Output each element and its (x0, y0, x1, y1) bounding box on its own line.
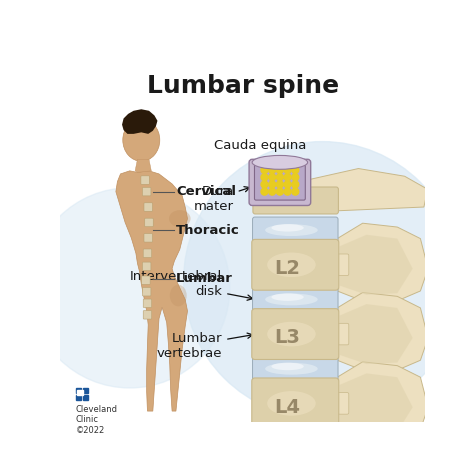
FancyBboxPatch shape (144, 234, 153, 242)
Circle shape (276, 181, 283, 188)
Polygon shape (255, 169, 428, 211)
Text: Lumbar
vertebrae: Lumbar vertebrae (156, 332, 253, 360)
FancyBboxPatch shape (330, 323, 349, 345)
FancyBboxPatch shape (330, 254, 349, 275)
Text: Cervical: Cervical (176, 185, 236, 198)
FancyBboxPatch shape (143, 187, 151, 196)
FancyBboxPatch shape (253, 217, 338, 243)
FancyBboxPatch shape (143, 288, 151, 296)
Circle shape (292, 166, 299, 173)
FancyBboxPatch shape (143, 299, 152, 308)
Circle shape (269, 174, 276, 181)
Circle shape (261, 181, 268, 188)
FancyBboxPatch shape (253, 286, 338, 312)
Circle shape (292, 181, 299, 188)
Text: Dura
mater: Dura mater (194, 185, 250, 213)
Circle shape (261, 166, 268, 173)
FancyBboxPatch shape (144, 203, 153, 211)
Polygon shape (122, 109, 157, 134)
FancyBboxPatch shape (143, 249, 152, 257)
FancyBboxPatch shape (253, 356, 338, 382)
Ellipse shape (272, 363, 304, 370)
Polygon shape (337, 362, 428, 441)
Polygon shape (116, 171, 188, 411)
Ellipse shape (267, 253, 316, 277)
Polygon shape (339, 304, 413, 364)
FancyBboxPatch shape (143, 262, 151, 271)
Bar (83, 395, 88, 401)
FancyBboxPatch shape (249, 159, 310, 206)
Ellipse shape (265, 363, 318, 374)
Ellipse shape (265, 224, 318, 236)
Polygon shape (339, 235, 413, 295)
Polygon shape (337, 223, 428, 302)
Circle shape (284, 166, 291, 173)
FancyBboxPatch shape (142, 276, 150, 284)
Ellipse shape (169, 210, 191, 227)
Circle shape (183, 142, 461, 419)
Ellipse shape (123, 119, 160, 161)
Text: Cauda equina: Cauda equina (214, 139, 307, 172)
Circle shape (276, 174, 283, 181)
Polygon shape (337, 292, 428, 372)
FancyBboxPatch shape (145, 218, 153, 227)
FancyBboxPatch shape (143, 310, 152, 319)
Ellipse shape (267, 391, 316, 416)
Circle shape (269, 188, 276, 195)
Polygon shape (135, 159, 151, 173)
Text: Lumbar spine: Lumbar spine (147, 74, 339, 98)
Ellipse shape (272, 293, 304, 301)
Circle shape (269, 166, 276, 173)
Circle shape (269, 181, 276, 188)
Circle shape (284, 181, 291, 188)
Circle shape (284, 188, 291, 195)
Bar (76, 388, 81, 393)
Circle shape (276, 188, 283, 195)
Bar (83, 388, 88, 393)
FancyBboxPatch shape (255, 164, 305, 200)
Text: L4: L4 (274, 398, 301, 417)
Circle shape (261, 188, 268, 195)
Circle shape (284, 174, 291, 181)
Text: L3: L3 (274, 328, 301, 347)
FancyBboxPatch shape (330, 392, 349, 414)
Bar (77, 390, 83, 395)
FancyBboxPatch shape (141, 176, 149, 184)
Ellipse shape (272, 224, 304, 232)
Circle shape (292, 188, 299, 195)
FancyBboxPatch shape (253, 187, 338, 214)
Circle shape (30, 188, 230, 388)
FancyBboxPatch shape (252, 378, 339, 429)
Ellipse shape (267, 322, 316, 346)
Text: Thoracic: Thoracic (176, 224, 240, 237)
FancyBboxPatch shape (252, 239, 339, 290)
Text: Cleveland
Clinic
©2022: Cleveland Clinic ©2022 (76, 405, 118, 435)
Bar (76, 395, 81, 401)
Circle shape (276, 166, 283, 173)
Text: Intervertebral
disk: Intervertebral disk (130, 270, 253, 300)
Text: Lumbar: Lumbar (176, 272, 233, 285)
Circle shape (261, 174, 268, 181)
Ellipse shape (265, 293, 318, 305)
Circle shape (292, 174, 299, 181)
Text: L2: L2 (274, 259, 301, 278)
Polygon shape (339, 374, 413, 433)
Ellipse shape (252, 155, 308, 169)
Ellipse shape (170, 285, 187, 306)
FancyBboxPatch shape (252, 309, 339, 359)
